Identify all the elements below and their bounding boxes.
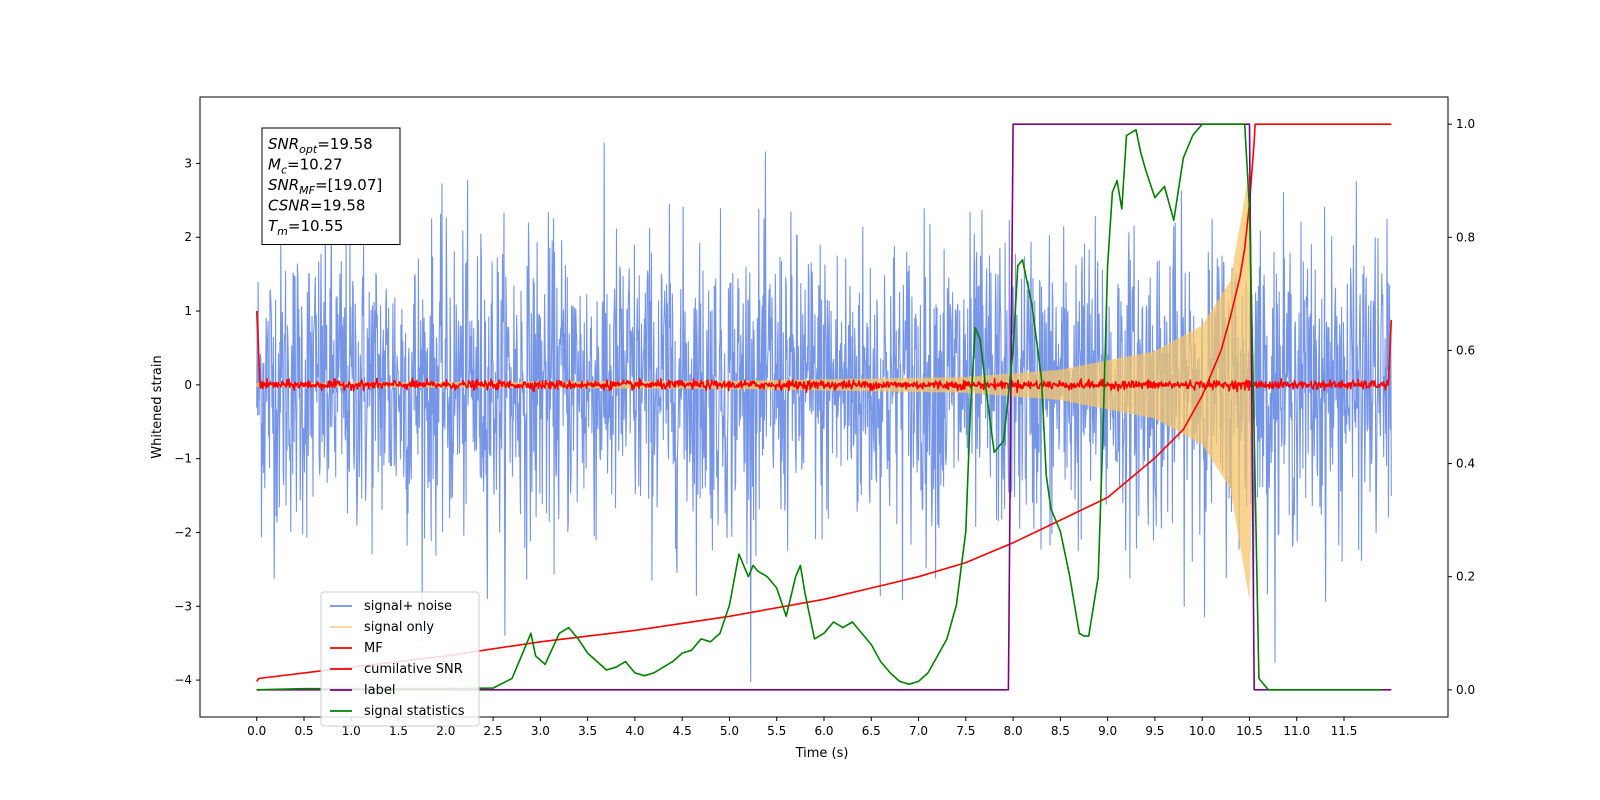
legend-frame	[320, 591, 480, 727]
x-tick-label: 0.0	[247, 724, 266, 738]
x-tick-label: 2.5	[484, 724, 503, 738]
x-tick-label: 3.0	[531, 724, 550, 738]
annotation-subscript: c	[281, 164, 287, 177]
series-line-signal-noise	[256, 142, 1392, 683]
annotation-value: =10.55	[288, 217, 344, 235]
legend-label: MF	[364, 641, 383, 656]
y-left-tick-label: 0	[184, 378, 192, 392]
y-left-tick-label: −4	[174, 673, 192, 687]
annotation-value: =19.58	[310, 197, 366, 215]
x-tick-label: 4.0	[625, 724, 644, 738]
series-line-signal-statistics	[256, 123, 1382, 691]
annotation-subscript: opt	[299, 143, 318, 156]
x-tick-label: 8.0	[1004, 724, 1023, 738]
annotation-symbol: CSNR	[268, 197, 310, 215]
y-left-tick-label: 2	[184, 230, 192, 244]
y-left-tick-label: 1	[184, 304, 192, 318]
x-axis: 0.0 0.5 1.0 1.5 2.0 2.5 3.0 3.5 4.0 4.5 5.0 5.5 6.0 6…	[247, 717, 1357, 738]
x-tick-label: 11.0	[1283, 724, 1310, 738]
annotation-symbol: SNR	[268, 135, 299, 153]
annotation-line: SNRopt=19.58	[268, 135, 373, 156]
y-right-tick-label: 0.2	[1456, 570, 1475, 584]
y-right-tick-label: 0.4	[1456, 457, 1475, 471]
annotation-line: SNRMF=[19.07]	[268, 176, 382, 197]
series-line-cumilative-snr	[256, 123, 1392, 682]
x-tick-label: 4.5	[673, 724, 692, 738]
legend-label: label	[364, 683, 395, 698]
legend-label: cumilative SNR	[364, 662, 463, 677]
y-right-tick-label: 0.0	[1456, 683, 1475, 697]
x-tick-label: 1.0	[342, 724, 361, 738]
legend-label: signal+ noise	[364, 599, 452, 614]
stats-annotation: SNRopt=19.58Mc=10.27SNRMF=[19.07]CSNR=19…	[261, 127, 401, 245]
series-layer	[255, 123, 1393, 691]
annotation-value: =10.27	[287, 156, 343, 174]
x-tick-label: 7.5	[956, 724, 975, 738]
y-right-tick-label: 0.6	[1456, 343, 1475, 357]
y-left-tick-label: −2	[174, 525, 192, 539]
annotation-subscript: m	[277, 225, 288, 238]
annotation-value: =[19.07]	[315, 176, 382, 194]
x-tick-label: 5.0	[720, 724, 739, 738]
x-tick-label: 10.5	[1236, 724, 1263, 738]
series-line-signal-only	[256, 173, 1255, 598]
x-tick-label: 0.5	[294, 724, 313, 738]
y-left-tick-label: −1	[174, 452, 192, 466]
x-tick-label: 1.5	[389, 724, 408, 738]
annotation-frame	[261, 127, 401, 245]
annotation-symbol: M	[268, 156, 281, 174]
y-axis-right: 0.0 0.2 0.4 0.6 0.8 1.0	[1448, 117, 1475, 697]
x-tick-label: 7.0	[909, 724, 928, 738]
y-axis-left: −4 −3 −2 −1 0 1 2 3	[174, 156, 200, 687]
x-tick-label: 3.5	[578, 724, 597, 738]
x-tick-label: 11.5	[1331, 724, 1358, 738]
legend-label: signal only	[364, 620, 434, 635]
x-axis-label: Time (s)	[795, 746, 849, 761]
y-left-tick-label: 3	[184, 156, 192, 170]
x-tick-label: 5.5	[767, 724, 786, 738]
x-tick-label: 6.0	[814, 724, 833, 738]
annotation-value: =19.58	[317, 135, 373, 153]
annotation-symbol: SNR	[268, 176, 299, 194]
x-tick-label: 9.0	[1098, 724, 1117, 738]
annotation-subscript: MF	[299, 184, 315, 197]
annotation-line: Tm=10.55	[268, 217, 343, 238]
series-line-mf	[255, 310, 1393, 394]
y-left-tick-label: −3	[174, 599, 192, 613]
x-tick-label: 8.5	[1051, 724, 1070, 738]
x-tick-label: 10.0	[1189, 724, 1216, 738]
y-axis-label-left: Whitened strain	[150, 355, 165, 458]
annotation-symbol: T	[268, 217, 279, 235]
legend: signal+ noise signal only MF cumilative SNR…	[320, 591, 480, 727]
annotation-line: Mc=10.27	[268, 156, 343, 177]
x-tick-label: 9.5	[1145, 724, 1164, 738]
y-right-tick-label: 0.8	[1456, 230, 1475, 244]
y-right-tick-label: 1.0	[1456, 117, 1475, 131]
x-tick-label: 2.0	[436, 724, 455, 738]
annotation-line: CSNR=19.58	[268, 197, 365, 215]
legend-label: signal statistics	[364, 704, 465, 719]
x-tick-label: 6.5	[862, 724, 881, 738]
